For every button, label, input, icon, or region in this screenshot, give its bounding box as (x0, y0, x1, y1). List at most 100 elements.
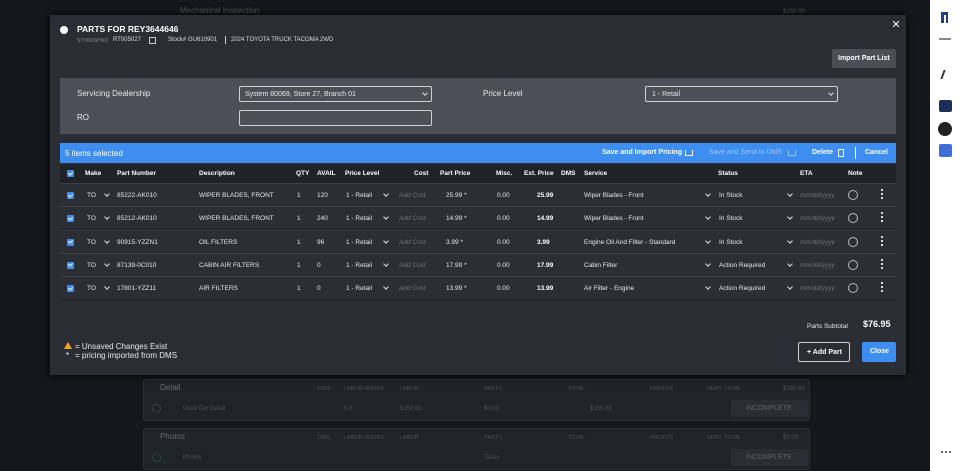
cell[interactable]: Add Cost (399, 192, 426, 199)
row-menu[interactable] (881, 282, 883, 293)
table-row: TO 87139-0C010 CABIN AIR FILTERS 1 0 1 - Reta… (60, 252, 896, 276)
cell[interactable]: TO (87, 215, 96, 223)
save-import-button[interactable]: Save and Import Pricing (602, 149, 683, 156)
dealership-select[interactable]: System 80069, Store 27, Branch 01 (239, 86, 432, 102)
note-icon[interactable] (848, 190, 858, 200)
row-parts: $0.00 (484, 406, 500, 412)
row-menu[interactable] (881, 235, 883, 246)
close-button[interactable]: Close (862, 342, 896, 362)
dept-total: $0.00 (783, 435, 799, 441)
cell[interactable]: 1 - Retail (346, 285, 373, 293)
note-icon[interactable] (848, 236, 858, 247)
row-menu[interactable] (881, 212, 883, 223)
save-send-button[interactable]: Save and Send to DMS (709, 149, 783, 156)
cell[interactable]: TO (87, 285, 96, 293)
cell: 1 (297, 285, 301, 293)
cell[interactable]: 1 - Retail (346, 215, 373, 223)
row-hours: 0.0 (344, 406, 353, 412)
chevron-icon (787, 237, 793, 244)
cell: WIPER BLADES, FRONT (199, 215, 274, 223)
checkbox[interactable] (67, 215, 74, 223)
legend-text: = pricing imported from DMS (75, 351, 178, 360)
chevron-icon (383, 261, 389, 267)
cell[interactable]: Action Required (719, 285, 766, 293)
checkbox[interactable] (67, 238, 74, 246)
cell: 17801-YZZ11 (117, 285, 157, 293)
cell: 96 (317, 238, 325, 246)
cell[interactable]: Cabin Filter (584, 261, 618, 269)
checkbox[interactable] (67, 285, 74, 293)
row-menu[interactable] (881, 258, 883, 269)
cell[interactable]: Wiper Blades - Front (584, 215, 644, 223)
dept-total: $150.00 (783, 9, 805, 15)
add-part-button[interactable]: + Add Part (798, 342, 850, 362)
cell: 0.00 (497, 285, 510, 293)
status-label: INCOMPLETE (746, 454, 792, 461)
cell[interactable]: Engine Oil And Filter - Standard (584, 238, 676, 246)
price-level-select[interactable]: 1 - Retail (645, 86, 838, 102)
cell[interactable]: In Stock (719, 215, 743, 223)
import-part-list-button[interactable]: Import Part List (832, 49, 896, 68)
cell[interactable]: Add Cost (399, 261, 426, 269)
close-x[interactable] (893, 21, 899, 27)
check-mark (67, 262, 73, 267)
cell[interactable]: mm/dd/yyyy (800, 261, 835, 269)
cell[interactable]: Action Required (719, 261, 766, 269)
cell[interactable]: Add Cost (399, 215, 426, 223)
note-icon[interactable] (848, 283, 858, 294)
cell[interactable]: 1 - Retail (346, 192, 373, 199)
cell: AIR FILTERS (199, 285, 238, 293)
row-icon (152, 453, 161, 462)
cell[interactable]: TO (87, 261, 96, 269)
status-button (731, 449, 808, 466)
table-row: TO 85222-AK010 WIPER BLADES, FRONT 1 120 1 - … (60, 183, 896, 206)
cell: 14.99 (537, 215, 554, 223)
warning-icon (64, 342, 72, 349)
cell[interactable]: mm/dd/yyyy (800, 215, 835, 223)
chevron-icon (383, 237, 389, 244)
cell[interactable]: mm/dd/yyyy (800, 285, 835, 293)
cell[interactable]: Air Filter - Engine (584, 285, 635, 293)
cell: 0.00 (497, 192, 510, 199)
cell[interactable]: Wiper Blades - Front (584, 192, 644, 199)
checkbox[interactable] (67, 170, 74, 177)
column-header: Service (584, 170, 608, 177)
vehicle: 2024 TOYOTA TRUCK TACOMA 2WD (231, 37, 334, 43)
trash-icon (838, 149, 844, 157)
form-panel: Servicing Dealership System 80069, Store … (60, 78, 896, 134)
section-card (143, 428, 810, 470)
separator (855, 147, 856, 159)
cell[interactable]: mm/dd/yyyy (800, 192, 835, 199)
chevron-icon (104, 261, 110, 267)
chevron-icon (787, 191, 793, 197)
cell[interactable]: TO (87, 192, 96, 199)
column-header: Description (199, 170, 235, 177)
download-icon (685, 150, 693, 156)
cell[interactable]: In Stock (719, 238, 743, 246)
ro-input[interactable] (239, 110, 432, 126)
row-menu[interactable] (881, 189, 883, 199)
field-label: Price Level (483, 89, 523, 98)
column-header: Price Level (345, 170, 380, 177)
chevron-icon (104, 191, 110, 197)
note-icon[interactable] (848, 259, 858, 270)
note-icon[interactable] (848, 213, 858, 224)
column-header: AVAIL (317, 170, 336, 177)
checkbox[interactable] (67, 192, 74, 199)
cell: 87139-0C010 (117, 261, 157, 269)
cell[interactable]: mm/dd/yyyy (800, 238, 835, 246)
ro-number: RT005027 (113, 37, 141, 43)
cell[interactable]: TO (87, 238, 96, 246)
copy-icon (149, 37, 156, 44)
cell[interactable]: 1 - Retail (346, 238, 373, 246)
checkbox[interactable] (67, 261, 74, 269)
column-header: PHOTOS (650, 386, 674, 392)
cell[interactable]: 1 - Retail (346, 261, 373, 269)
cell[interactable]: In Stock (719, 192, 743, 199)
cell[interactable]: Add Cost (399, 238, 426, 246)
upload-icon (788, 150, 796, 156)
delete-button[interactable]: Delete (812, 149, 834, 156)
cancel-button[interactable]: Cancel (865, 149, 888, 156)
cell: 25.99 (537, 192, 554, 199)
cell[interactable]: Add Cost (399, 285, 426, 293)
